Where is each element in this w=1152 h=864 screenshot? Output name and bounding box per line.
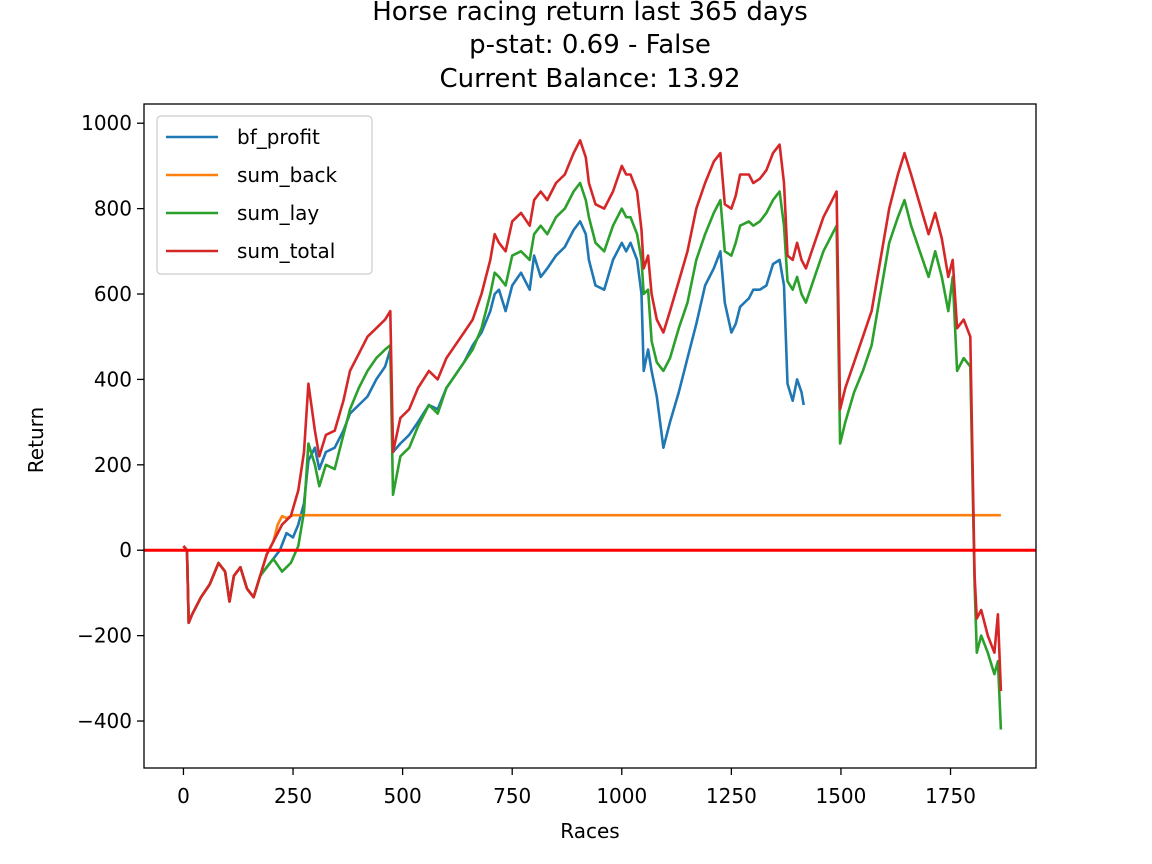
legend-label-bf-profit: bf_profit xyxy=(237,125,320,149)
legend-label-sum-lay: sum_lay xyxy=(237,201,319,225)
legend: bf_profit sum_back sum_lay sum_total xyxy=(156,115,373,275)
y-tick-label: 1000 xyxy=(81,111,132,135)
series-line-sum-lay xyxy=(182,181,1003,730)
legend-label-sum-back: sum_back xyxy=(237,163,338,187)
y-axis-ticks: −400 −200 0 200 400 600 800 1000 xyxy=(77,111,144,733)
y-axis-label: Return xyxy=(24,407,48,473)
x-tick-label: 0 xyxy=(177,784,190,808)
y-tick-label: 800 xyxy=(94,197,132,221)
x-tick-label: 1250 xyxy=(706,784,757,808)
y-tick-label: 600 xyxy=(94,282,132,306)
x-tick-label: 1500 xyxy=(815,784,866,808)
x-tick-label: 250 xyxy=(274,784,312,808)
x-tick-label: 1750 xyxy=(925,784,976,808)
y-tick-label: 400 xyxy=(94,367,132,391)
x-tick-label: 1000 xyxy=(596,784,647,808)
chart-title-line-3: Current Balance: 13.92 xyxy=(439,64,740,94)
x-axis-ticks: 0 250 500 750 1000 1250 1500 1750 xyxy=(177,768,976,808)
chart-title-line-1: Horse racing return last 365 days xyxy=(372,0,808,27)
x-axis-label: Races xyxy=(560,819,619,843)
plot-frame xyxy=(143,103,1037,769)
y-tick-label: −200 xyxy=(77,624,132,648)
legend-box xyxy=(156,115,373,275)
x-tick-label: 500 xyxy=(384,784,422,808)
y-tick-label: −400 xyxy=(77,709,132,733)
series-line-sum-total xyxy=(182,139,1003,692)
x-tick-label: 750 xyxy=(493,784,531,808)
legend-label-sum-total: sum_total xyxy=(237,239,335,263)
chart-title-line-2: p-stat: 0.69 - False xyxy=(469,30,711,60)
y-tick-label: 0 xyxy=(119,538,132,562)
y-tick-label: 200 xyxy=(94,453,132,477)
